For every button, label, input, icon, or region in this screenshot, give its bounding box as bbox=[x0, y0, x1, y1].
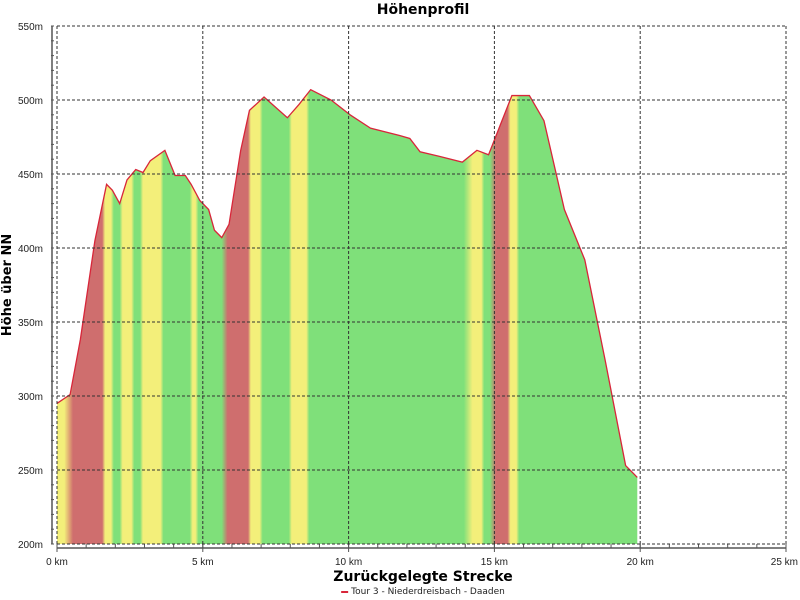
legend-swatch bbox=[341, 590, 349, 593]
x-tick-label: 25 km bbox=[771, 557, 798, 568]
x-tick-label: 15 km bbox=[481, 557, 508, 568]
x-axis-label: Zurückgelegte Strecke bbox=[333, 569, 513, 585]
legend-entry: Tour 3 - Niederdreisbach - Daaden bbox=[351, 587, 505, 597]
y-tick-label: 550m bbox=[18, 22, 43, 33]
x-tick-label: 0 km bbox=[46, 557, 68, 568]
y-tick-label: 500m bbox=[18, 96, 43, 107]
x-tick-label: 5 km bbox=[192, 557, 214, 568]
elevation-line bbox=[56, 88, 638, 478]
y-tick-label: 450m bbox=[18, 170, 43, 181]
chart-title: Höhenprofil bbox=[376, 2, 470, 18]
x-tick-label: 10 km bbox=[335, 557, 362, 568]
y-tick-label: 200m bbox=[18, 540, 43, 551]
y-tick-label: 300m bbox=[18, 392, 43, 403]
elevation-area bbox=[57, 89, 638, 544]
y-axis-label: Höhe über NN bbox=[0, 233, 15, 337]
y-tick-label: 350m bbox=[18, 318, 43, 329]
y-tick-label: 250m bbox=[18, 466, 43, 477]
legend: Tour 3 - Niederdreisbach - Daaden bbox=[341, 587, 505, 598]
y-tick-label: 400m bbox=[18, 244, 43, 255]
x-tick-label: 20 km bbox=[627, 557, 654, 568]
